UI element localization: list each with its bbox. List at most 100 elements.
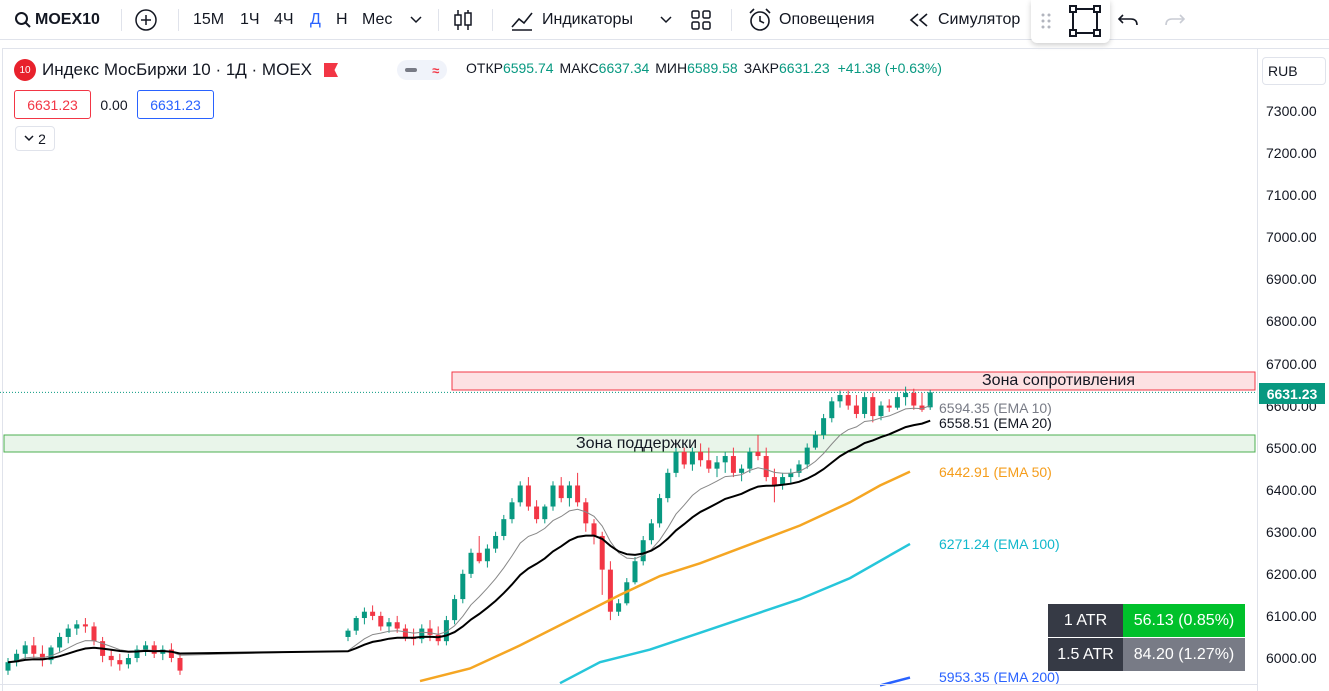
ema200-label: 5953.35 (EMA 200) [939, 669, 1060, 685]
candle-body [427, 628, 433, 635]
candle-body [452, 599, 458, 621]
candle-body [862, 397, 868, 414]
candle-body [39, 653, 45, 661]
layouts-button[interactable] [690, 0, 712, 40]
candle-body [5, 662, 11, 671]
ema100-line [559, 542, 911, 685]
time-axis-border [0, 684, 1257, 685]
last-price-label: 6631.23 [1259, 383, 1325, 404]
price-chart[interactable] [0, 48, 1257, 691]
candle-body [65, 628, 71, 637]
candle-body [125, 658, 131, 665]
candle-body [74, 624, 80, 629]
interval-week[interactable]: Н [336, 11, 348, 28]
axis-tick: 6000.00 [1266, 650, 1317, 666]
flag-icon[interactable] [324, 63, 338, 77]
candle-body [829, 401, 835, 419]
low-value: 6589.58 [687, 60, 738, 76]
candle-body [22, 645, 28, 654]
buy-price-box[interactable]: 6631.23 [137, 90, 214, 119]
indicators-button[interactable]: Индикаторы [510, 0, 633, 40]
interval-15m[interactable]: 15М [193, 11, 225, 28]
legend-toggle[interactable]: ≈ [397, 60, 447, 80]
interval-day[interactable]: Д [310, 11, 321, 28]
axis-tick: 6300.00 [1266, 524, 1317, 540]
candle-body [550, 485, 556, 507]
axis-tick: 7300.00 [1266, 103, 1317, 119]
redo-button[interactable] [1164, 0, 1186, 40]
candle-body [632, 561, 638, 583]
axis-tick: 7100.00 [1266, 187, 1317, 203]
candle-body [706, 460, 712, 469]
chevron-down-icon [410, 16, 422, 24]
ema50-line [419, 470, 911, 683]
low-label: МИН [655, 60, 688, 76]
candle-body [853, 405, 859, 414]
candle-body [534, 506, 540, 520]
indicators-dropdown[interactable] [660, 0, 672, 40]
candle-body [509, 502, 515, 520]
candle-body [177, 658, 183, 671]
alerts-button[interactable]: Оповещения [747, 0, 875, 40]
interval-1h[interactable]: 1Ч [240, 11, 260, 28]
sell-price-box[interactable]: 6631.23 [14, 90, 91, 119]
symbol-search[interactable]: MOEX10 [14, 0, 100, 40]
symbol-name: MOEX10 [35, 11, 100, 28]
candle-body [501, 519, 507, 536]
axis-tick: 6400.00 [1266, 482, 1317, 498]
simulator-button[interactable]: Симулятор [908, 0, 1020, 40]
interval-month[interactable]: Мес [362, 11, 393, 28]
candle-body [117, 660, 123, 665]
alarm-clock-icon [749, 8, 771, 31]
minus-icon [404, 68, 417, 72]
candle-body [812, 434, 818, 448]
collapse-indicators-button[interactable]: 2 [15, 126, 55, 151]
candle-body [57, 636, 63, 648]
candle-body [927, 392, 933, 408]
candle-body [542, 506, 548, 520]
plus-circle-icon [135, 9, 157, 31]
candle-body [361, 611, 367, 619]
chart-type-button[interactable] [452, 0, 474, 40]
candle-body [402, 628, 408, 637]
candle-body [575, 485, 581, 503]
interval-dropdown[interactable] [410, 0, 422, 40]
candle-body [558, 485, 564, 499]
drawing-floating-panel [1031, 0, 1110, 43]
candle-body [370, 611, 376, 616]
alerts-label: Оповещения [779, 11, 875, 28]
candle-body [607, 569, 613, 612]
indicators-icon [511, 12, 533, 31]
candle-body [345, 630, 351, 637]
candle-body [698, 451, 704, 461]
candle-body [755, 451, 761, 457]
axis-tick: 6900.00 [1266, 271, 1317, 287]
atr-row: 1.5 ATR 84.20 (1.27%) [1048, 638, 1245, 671]
atr-value: 56.13 (0.85%) [1123, 604, 1245, 637]
candle-body [14, 653, 20, 663]
wave-icon: ≈ [432, 62, 440, 78]
candle-body [771, 477, 777, 486]
candle-body [894, 397, 900, 408]
candle-body [739, 468, 745, 473]
chart-pane-border [2, 48, 1329, 691]
axis-tick: 7200.00 [1266, 145, 1317, 161]
candle-body [476, 552, 482, 562]
close-value: 6631.23 [779, 60, 830, 76]
axis-tick: 6700.00 [1266, 356, 1317, 372]
ema100-label: 6271.24 (EMA 100) [939, 536, 1060, 552]
ema50-label: 6442.91 (EMA 50) [939, 464, 1052, 480]
grid-icon [691, 10, 711, 30]
currency-select[interactable]: RUB [1262, 57, 1326, 85]
rectangle-tool-icon[interactable] [1069, 5, 1101, 37]
candle-body [919, 405, 925, 410]
simulator-label: Симулятор [938, 11, 1021, 28]
compare-symbol-button[interactable] [134, 0, 158, 40]
candle-body [780, 477, 786, 486]
chevron-down-icon [660, 16, 672, 24]
symbol-logo: 10 [14, 59, 36, 81]
undo-button[interactable] [1117, 0, 1139, 40]
interval-4h[interactable]: 4Ч [274, 11, 294, 28]
drag-handle-icon[interactable] [1040, 11, 1052, 31]
symbol-title[interactable]: Индекс МосБиржи 10 · 1Д · MOEX [42, 60, 312, 79]
